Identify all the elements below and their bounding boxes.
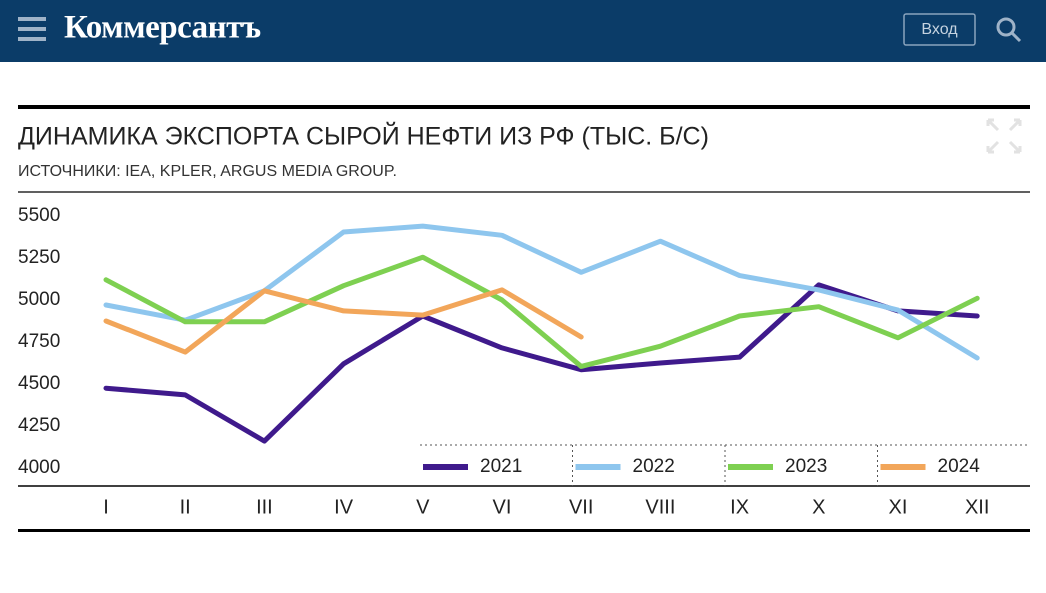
y-tick-label: 5000 bbox=[18, 289, 60, 310]
chart-title: ДИНАМИКА ЭКСПОРТА СЫРОЙ НЕФТИ ИЗ РФ (ТЫС… bbox=[18, 121, 709, 151]
x-tick-label: V bbox=[416, 496, 430, 518]
login-button[interactable] bbox=[903, 13, 976, 46]
series-line bbox=[103, 287, 584, 355]
search-icon[interactable] bbox=[996, 17, 1022, 43]
top-rule bbox=[18, 105, 1030, 109]
y-tick-label: 5500 bbox=[18, 205, 60, 226]
x-tick-label: VIII bbox=[645, 496, 675, 518]
menu-icon[interactable] bbox=[18, 17, 46, 41]
expand-arrows bbox=[986, 118, 1022, 154]
y-tick-label: 5250 bbox=[18, 247, 60, 268]
x-tick-label: VII bbox=[569, 496, 593, 518]
x-tick-label: X bbox=[812, 496, 825, 518]
header-bar bbox=[0, 0, 1046, 62]
menu-bar bbox=[18, 27, 46, 31]
y-tick-label: 4750 bbox=[18, 331, 60, 352]
series-line bbox=[103, 254, 980, 369]
series-line bbox=[103, 282, 980, 444]
chart-subtitle: ИСТОЧНИКИ: IEA, KPLER, ARGUS MEDIA GROUP… bbox=[18, 163, 397, 180]
x-tick-label: IX bbox=[730, 496, 749, 518]
menu-bar bbox=[18, 37, 46, 41]
search-handle bbox=[1010, 31, 1022, 43]
series-line bbox=[103, 223, 980, 361]
bottom-rule bbox=[18, 529, 1030, 532]
login-label[interactable]: Вход bbox=[921, 21, 958, 38]
x-tick-label: XII bbox=[965, 496, 989, 518]
search-circle bbox=[996, 17, 1016, 37]
menu-bar bbox=[18, 17, 46, 21]
y-tick-label: 4500 bbox=[18, 373, 60, 394]
legend-label: 2021 bbox=[480, 456, 522, 477]
x-tick-label: II bbox=[180, 496, 191, 518]
x-tick-label: I bbox=[103, 496, 109, 518]
y-tick-label: 4000 bbox=[18, 457, 60, 478]
legend-label: 2022 bbox=[633, 456, 675, 477]
legend-label: 2024 bbox=[938, 456, 981, 477]
x-tick-label: VI bbox=[493, 496, 512, 518]
expand-icon[interactable] bbox=[986, 118, 1022, 154]
y-tick-label: 4250 bbox=[18, 415, 60, 436]
logo[interactable]: Коммерсантъ bbox=[64, 10, 261, 46]
x-tick-label: IV bbox=[334, 496, 354, 518]
x-tick-label: XI bbox=[889, 496, 908, 518]
x-tick-label: III bbox=[256, 496, 273, 518]
legend-label: 2023 bbox=[785, 456, 827, 477]
